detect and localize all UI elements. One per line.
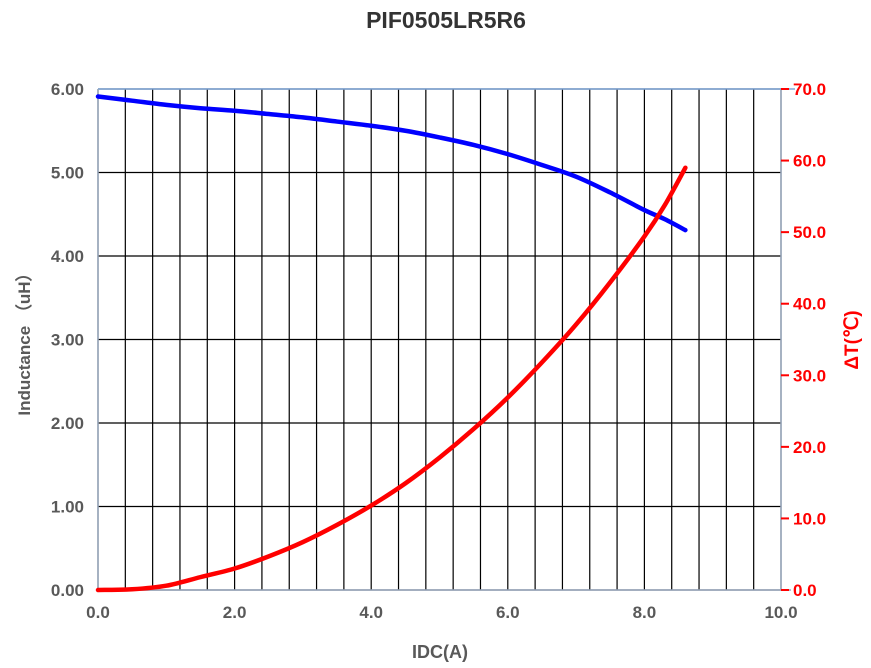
x-tick-label: 6.0 <box>496 603 520 622</box>
y-tick-label: 0.00 <box>51 581 84 600</box>
inductance-line <box>95 94 688 233</box>
left-axis-ticks: 0.00 1.00 2.00 3.00 4.00 5.00 6.00 <box>51 80 84 600</box>
y-tick-label: 1.00 <box>51 498 84 517</box>
x-tick-label: 4.0 <box>359 603 383 622</box>
right-axis-ticks: 0.0 10.0 20.0 30.0 40.0 50.0 60.0 70.0 <box>781 80 826 600</box>
temperature-rise-line <box>95 165 688 593</box>
x-tick-label: 8.0 <box>633 603 657 622</box>
y2-tick-label: 60.0 <box>793 152 826 171</box>
y2-tick-label: 40.0 <box>793 295 826 314</box>
grid <box>97 88 795 591</box>
y2-tick-label: 50.0 <box>793 223 826 242</box>
x-tick-label: 2.0 <box>223 603 247 622</box>
y-tick-label: 6.00 <box>51 80 84 99</box>
y2-tick-label: 30.0 <box>793 366 826 385</box>
y-tick-label: 4.00 <box>51 247 84 266</box>
x-tick-label: 10.0 <box>764 603 797 622</box>
y2-tick-label: 0.0 <box>793 581 817 600</box>
y-axis-label: Inductance （uH） <box>14 264 34 415</box>
y-tick-label: 2.00 <box>51 414 84 433</box>
y2-tick-label: 10.0 <box>793 509 826 528</box>
y2-tick-label: 20.0 <box>793 438 826 457</box>
series-layer <box>95 94 688 593</box>
y2-axis-label: ΔT(℃) <box>842 310 863 369</box>
x-axis-ticks: 0.0 2.0 4.0 6.0 8.0 10.0 <box>86 603 797 622</box>
y-tick-label: 5.00 <box>51 164 84 183</box>
x-tick-label: 0.0 <box>86 603 110 622</box>
x-axis-label: IDC(A) <box>412 642 468 662</box>
y-tick-label: 3.00 <box>51 331 84 350</box>
chart-title: PIF0505LR5R6 <box>366 7 526 33</box>
y2-tick-label: 70.0 <box>793 80 826 99</box>
